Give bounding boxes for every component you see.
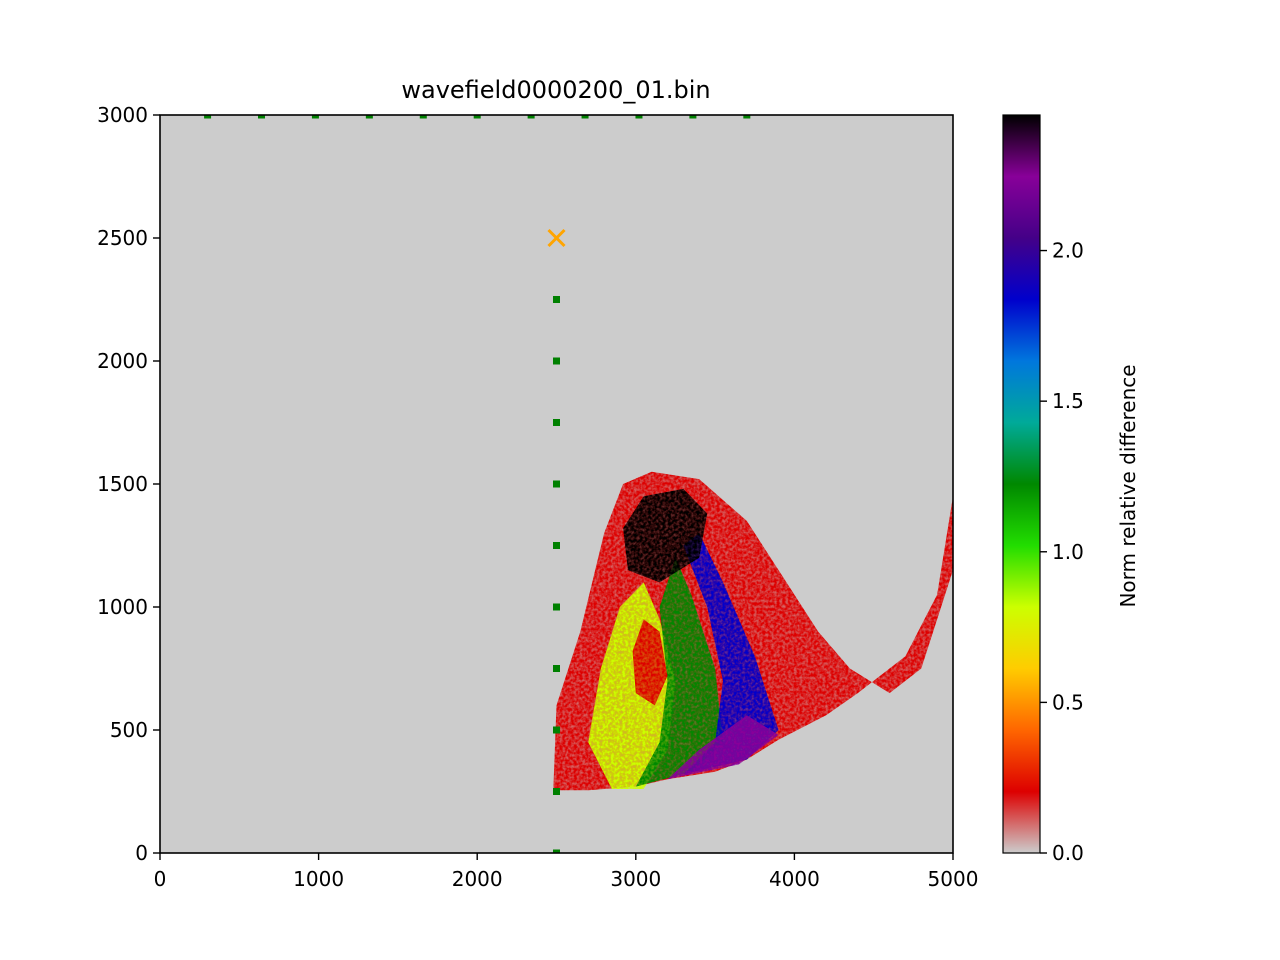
colorbar-tick-label-0.5: 0.5 <box>1052 690 1084 714</box>
receiver-vertical-3 <box>553 480 560 488</box>
y-axis: 0 500 1000 1500 2000 2500 3000 <box>97 103 160 865</box>
y-tick-label-1500: 1500 <box>97 472 148 496</box>
y-tick-label-3000: 3000 <box>97 103 148 127</box>
receiver-vertical-0 <box>553 296 560 303</box>
field-region-main-wavefront-envelope <box>469 471 953 791</box>
field-region-dark-lower-band <box>667 715 779 780</box>
source-marker <box>547 228 566 248</box>
y-tick-label-2000: 2000 <box>97 349 148 373</box>
x-tick-label-5000: 5000 <box>928 867 979 891</box>
field-region-green-band <box>635 557 723 787</box>
x-tick-label-2000: 2000 <box>452 867 503 891</box>
x-tick-label-4000: 4000 <box>769 867 820 891</box>
receiver-vertical-2 <box>553 419 560 426</box>
receiver-top-7 <box>581 115 589 119</box>
colorbar-tick-label-1.5: 1.5 <box>1052 389 1084 413</box>
receiver-top-6 <box>527 115 535 119</box>
y-tick-label-500: 500 <box>110 718 148 742</box>
receiver-top-1 <box>258 115 266 119</box>
receiver-vertical-9 <box>553 849 560 853</box>
receiver-vertical-4 <box>553 542 560 549</box>
colorbar-tick-label-0.0: 0.0 <box>1052 841 1084 865</box>
chart-title: wavefield0000200_01.bin <box>401 76 710 104</box>
receiver-top-8 <box>635 115 643 119</box>
wavefield-heatmap <box>469 471 953 791</box>
receiver-markers <box>204 115 751 853</box>
receiver-top-3 <box>365 115 373 119</box>
field-region-red-inner-ring <box>632 619 668 706</box>
colorbar-tick-label-1.0: 1.0 <box>1052 540 1084 564</box>
y-tick-label-0: 0 <box>135 841 148 865</box>
field-region-blue-band <box>683 533 779 775</box>
x-axis: 0 1000 2000 3000 4000 5000 <box>154 853 979 891</box>
y-tick-label-1000: 1000 <box>97 595 148 619</box>
colorbar-tick-label-2.0: 2.0 <box>1052 239 1084 263</box>
source-marker-stroke-b <box>547 228 566 248</box>
receiver-top-2 <box>311 115 319 119</box>
x-tick-label-1000: 1000 <box>293 867 344 891</box>
receiver-top-4 <box>419 115 427 119</box>
receiver-vertical-8 <box>553 788 560 795</box>
x-tick-label-0: 0 <box>154 867 167 891</box>
receiver-vertical-1 <box>553 357 560 365</box>
receiver-top-9 <box>689 115 697 119</box>
colorbar <box>1002 114 1041 854</box>
y-tick-label-2500: 2500 <box>97 226 148 250</box>
receiver-top-10 <box>743 115 751 119</box>
receiver-top-0 <box>204 115 212 119</box>
colorbar-axis: 0.0 0.5 1.0 1.5 2.0 <box>1040 239 1084 865</box>
receiver-top-5 <box>473 115 481 119</box>
colorbar-label: Norm relative difference <box>1116 364 1140 607</box>
receiver-vertical-7 <box>553 726 560 734</box>
receiver-vertical-6 <box>553 665 560 672</box>
x-tick-label-3000: 3000 <box>610 867 661 891</box>
field-region-dark-upper-core <box>623 488 708 583</box>
receiver-vertical-5 <box>553 603 560 611</box>
